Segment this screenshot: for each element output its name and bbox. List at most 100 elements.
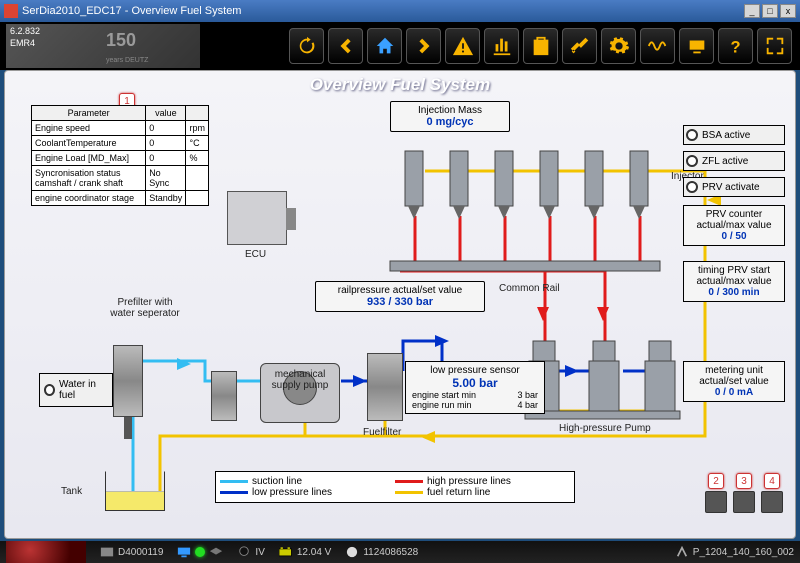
- metering-l1: metering unit: [686, 365, 782, 376]
- diagram-canvas: Overview Fuel System: [4, 70, 796, 539]
- layers-icon: [209, 546, 223, 558]
- timing-value: 0 / 300 min: [686, 287, 782, 298]
- prv-activate-radio[interactable]: PRV activate: [683, 177, 785, 197]
- toolbar-back-button[interactable]: [328, 28, 363, 64]
- mini-button-2[interactable]: [733, 491, 755, 513]
- minimize-button[interactable]: _: [744, 4, 760, 18]
- metering-value: 0 / 0 mA: [686, 387, 782, 398]
- rail-pressure-value: 933 / 330 bar: [367, 296, 433, 308]
- svg-text:?: ?: [730, 38, 740, 56]
- lps-r0-l: engine start min: [412, 390, 476, 400]
- toolbar-forward-button[interactable]: [406, 28, 441, 64]
- years-sublabel: years DEUTZ: [106, 57, 148, 64]
- status-serial: 1124086528: [363, 547, 418, 558]
- toolbar-chart-button[interactable]: [484, 28, 519, 64]
- fuelfilter-label: Fuelfilter: [363, 427, 401, 438]
- hp-pump-label: High-pressure Pump: [559, 423, 651, 434]
- ptable-cell: No Sync: [146, 166, 186, 191]
- ptable-cell: Engine Load [MD_Max]: [32, 151, 146, 166]
- ptable-h1: value: [146, 106, 186, 121]
- ptable-cell: 0: [146, 136, 186, 151]
- ptable-cell: CoolantTemperature: [32, 136, 146, 151]
- window-title: SerDia2010_EDC17 - Overview Fuel System: [22, 5, 241, 17]
- mech-pump-rotor: [283, 371, 317, 405]
- rail-pressure-box: railpressure actual/set value 933 / 330 …: [315, 281, 485, 312]
- prefilter-label: Prefilter with water seperator: [105, 297, 185, 319]
- timing-prv-box: timing PRV start actual/max value 0 / 30…: [683, 261, 785, 302]
- status-bar: D4000119 IV 12.04 V 1124086528 P_1204_14…: [0, 541, 800, 563]
- legend-label: fuel return line: [427, 487, 490, 498]
- prefilter-drain: [124, 417, 132, 439]
- legend-swatch-suction: [220, 480, 248, 483]
- prv-counter-value: 0 / 50: [686, 231, 782, 242]
- legend-swatch-highpress: [395, 480, 423, 483]
- bsa-active-radio[interactable]: BSA active: [683, 125, 785, 145]
- head-icon: [237, 546, 251, 558]
- tank-body: [105, 471, 165, 511]
- low-pressure-sensor-box: low pressure sensor 5.00 bar engine star…: [405, 361, 545, 414]
- maximize-button[interactable]: □: [762, 4, 778, 18]
- status-code: D4000119: [118, 547, 163, 558]
- status-program: P_1204_140_160_002: [693, 547, 794, 558]
- legend: suction line high pressure lines low pre…: [215, 471, 575, 503]
- ptable-cell: rpm: [186, 121, 209, 136]
- ptable-cell: Syncronisation status camshaft / crank s…: [32, 166, 146, 191]
- water-in-fuel-radio-icon: [44, 384, 55, 396]
- metering-l2: actual/set value: [686, 376, 782, 387]
- common-rail-label: Common Rail: [499, 283, 560, 294]
- mini-button-3[interactable]: [761, 491, 783, 513]
- lps-r0-u: bar: [525, 390, 538, 400]
- lps-r1-l: engine run min: [412, 400, 472, 410]
- lps-r1-u: bar: [525, 400, 538, 410]
- callout-4: 4: [764, 473, 780, 489]
- monitor-icon: [177, 546, 191, 558]
- ptable-cell: °C: [186, 136, 209, 151]
- metering-unit-box: metering unit actual/set value 0 / 0 mA: [683, 361, 785, 402]
- toolbar-home-button[interactable]: [367, 28, 402, 64]
- toolbar-refresh-button[interactable]: [289, 28, 324, 64]
- version-label: 6.2.832: [10, 26, 40, 36]
- app-icon: [4, 4, 18, 18]
- toolbar: 6.2.832 EMR4 150 years DEUTZ ?: [0, 22, 800, 70]
- ptable-cell: 0: [146, 151, 186, 166]
- bsa-label: BSA active: [702, 130, 750, 141]
- fuelfilter-body: [367, 353, 403, 421]
- injection-mass-value: 0 mg/cyc: [426, 116, 473, 128]
- parameter-table: Parametervalue Engine speed0rpm CoolantT…: [31, 105, 209, 206]
- injection-mass-label: Injection Mass: [397, 105, 503, 116]
- legend-swatch-lowpress: [220, 491, 248, 494]
- toolbar-clipboard-button[interactable]: [523, 28, 558, 64]
- ptable-cell: 0: [146, 121, 186, 136]
- ecu-label: ECU: [245, 249, 266, 260]
- zfl-active-radio[interactable]: ZFL active: [683, 151, 785, 171]
- water-in-fuel-label: Water in fuel: [59, 379, 108, 401]
- ptable-h0: Parameter: [32, 106, 146, 121]
- prv-counter-box: PRV counter actual/max value 0 / 50: [683, 205, 785, 246]
- radio-dot-icon: [686, 155, 698, 167]
- radio-dot-icon: [686, 129, 698, 141]
- toolbar-warning-button[interactable]: [445, 28, 480, 64]
- status-iv: IV: [255, 547, 264, 558]
- timing-l1: timing PRV start: [686, 265, 782, 276]
- years-label: 150: [106, 30, 136, 51]
- toolbar-wave-button[interactable]: [640, 28, 675, 64]
- zfl-label: ZFL active: [702, 156, 748, 167]
- prv-label: PRV activate: [702, 182, 760, 193]
- engine-icon: [345, 546, 359, 558]
- toolbar-tools-button[interactable]: [562, 28, 597, 64]
- lps-value: 5.00 bar: [412, 376, 538, 390]
- title-bar: SerDia2010_EDC17 - Overview Fuel System …: [0, 0, 800, 22]
- mini-button-1[interactable]: [705, 491, 727, 513]
- program-icon: [675, 546, 689, 558]
- toolbar-help-button[interactable]: ?: [718, 28, 753, 64]
- toolbar-gear-button[interactable]: [601, 28, 636, 64]
- callout-3: 3: [736, 473, 752, 489]
- toolbar-expand-button[interactable]: [757, 28, 792, 64]
- legend-label: suction line: [252, 476, 302, 487]
- toolbar-system-button[interactable]: [679, 28, 714, 64]
- prv-counter-l2: actual/max value: [686, 220, 782, 231]
- battery-icon: [279, 546, 293, 558]
- water-in-fuel-box[interactable]: Water in fuel: [39, 373, 113, 407]
- close-button[interactable]: x: [780, 4, 796, 18]
- lps-label: low pressure sensor: [412, 365, 538, 376]
